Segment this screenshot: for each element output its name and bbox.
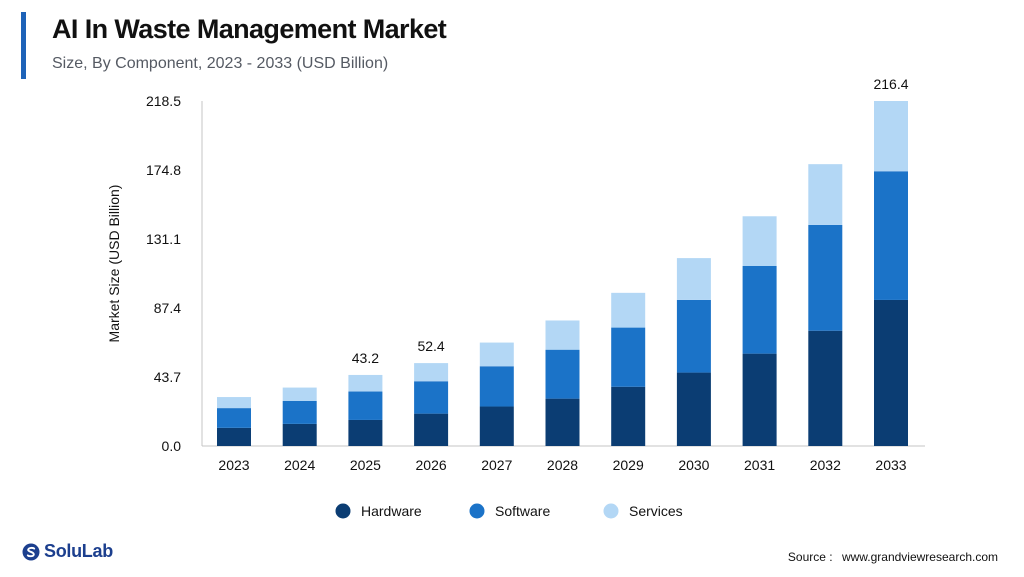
source-link[interactable]: www.grandviewresearch.com <box>841 550 998 564</box>
bar-services-2027 <box>479 342 514 367</box>
x-tick-label: 2024 <box>284 457 315 473</box>
y-axis-title: Market Size (USD Billion) <box>106 185 122 343</box>
bar-services-2030 <box>676 258 711 300</box>
bar-hardware-2030 <box>676 372 711 446</box>
y-tick-label: 0.0 <box>162 438 182 454</box>
data-label-2025: 43.2 <box>352 350 379 366</box>
bar-services-2032 <box>808 164 843 225</box>
legend-label-hardware: Hardware <box>361 503 422 519</box>
bar-software-2032 <box>808 224 843 331</box>
bar-software-2033 <box>874 171 908 300</box>
x-tick-label: 2029 <box>613 457 644 473</box>
bar-services-2029 <box>611 292 646 328</box>
y-tick-label: 87.4 <box>154 300 181 316</box>
bar-hardware-2032 <box>808 330 843 446</box>
bar-hardware-2029 <box>611 386 646 446</box>
title-accent-bar <box>21 12 26 79</box>
legend-label-software: Software <box>495 503 550 519</box>
legend-marker-hardware <box>335 503 351 519</box>
bar-hardware-2031 <box>742 353 777 446</box>
bar-services-2024 <box>282 387 317 401</box>
bar-software-2024 <box>282 401 317 424</box>
chart-subtitle: Size, By Component, 2023 - 2033 (USD Bil… <box>52 55 389 72</box>
bar-hardware-2026 <box>414 413 449 446</box>
bar-hardware-2024 <box>282 423 317 446</box>
y-tick-label: 218.5 <box>146 93 181 109</box>
bar-services-2028 <box>545 320 580 350</box>
bar-hardware-2033 <box>874 299 908 446</box>
x-tick-label: 2025 <box>350 457 381 473</box>
bar-services-2025 <box>348 374 383 392</box>
bar-services-2023 <box>217 397 251 409</box>
x-tick-label: 2028 <box>547 457 578 473</box>
brand-name: SoluLab <box>44 541 113 561</box>
legend-marker-software <box>469 503 485 519</box>
y-tick-label: 131.1 <box>146 231 181 247</box>
bar-software-2030 <box>676 299 711 373</box>
bar-software-2023 <box>217 408 251 428</box>
chart-title: AI In Waste Management Market <box>52 14 447 44</box>
bar-software-2027 <box>479 366 514 407</box>
bar-software-2031 <box>742 266 777 354</box>
bar-software-2029 <box>611 327 646 387</box>
brand-logo: SoluLab <box>22 541 113 562</box>
y-tick-label: 174.8 <box>146 162 181 178</box>
x-tick-label: 2031 <box>744 457 775 473</box>
y-tick-label: 43.7 <box>154 369 181 385</box>
bar-hardware-2027 <box>479 406 514 446</box>
bar-services-2033 <box>874 101 908 172</box>
source-label: Source : <box>787 550 833 564</box>
bar-software-2026 <box>414 381 449 414</box>
bar-hardware-2025 <box>348 419 383 446</box>
source-note: Source : www.grandviewresearch.com <box>788 550 998 564</box>
x-tick-label: 2027 <box>481 457 512 473</box>
x-tick-label: 2030 <box>678 457 709 473</box>
x-tick-label: 2023 <box>218 457 249 473</box>
bar-software-2028 <box>545 349 580 399</box>
bar-hardware-2023 <box>217 427 251 446</box>
data-label-2026: 52.4 <box>417 338 444 354</box>
x-tick-label: 2026 <box>416 457 447 473</box>
bar-hardware-2028 <box>545 398 580 446</box>
legend-label-services: Services <box>629 503 683 519</box>
data-label-2033: 216.4 <box>873 76 908 92</box>
bar-software-2025 <box>348 391 383 420</box>
legend-marker-services <box>603 503 619 519</box>
x-tick-label: 2033 <box>875 457 906 473</box>
bar-services-2031 <box>742 216 777 266</box>
solulab-logo-icon <box>22 543 40 560</box>
x-tick-label: 2032 <box>810 457 841 473</box>
bar-services-2026 <box>414 363 449 382</box>
